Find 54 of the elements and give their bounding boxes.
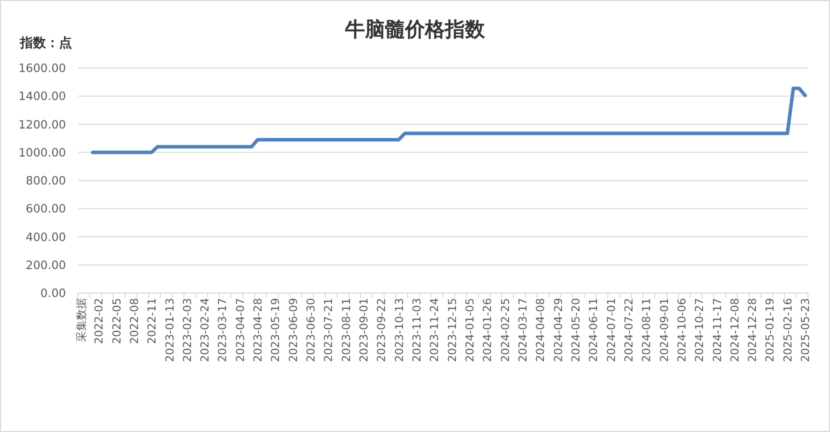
x-tick-label: 2023-11-24 <box>428 298 442 362</box>
x-tick-label: 2022-08 <box>128 298 141 344</box>
x-tick-label: 2023-08-11 <box>340 298 353 362</box>
x-tick-label: 2024-06-11 <box>587 298 600 362</box>
x-tick-label: 2023-05-19 <box>269 298 282 362</box>
y-tick-label: 400.00 <box>26 230 66 244</box>
x-tick-label: 2022-05 <box>110 298 124 344</box>
x-tick-label: 2022-02 <box>92 298 106 344</box>
x-tick-label: 2023-07-21 <box>322 298 336 362</box>
x-tick-label: 2024-12-28 <box>746 298 760 362</box>
y-tick-label: 1600.00 <box>18 61 66 75</box>
chart-title: 牛脑髓价格指数 <box>344 17 486 41</box>
x-tick-label: 2023-09-01 <box>358 298 371 362</box>
x-tick-label: 2024-07-22 <box>622 298 636 362</box>
y-tick-label: 1200.00 <box>18 117 66 132</box>
x-tick-label: 2023-03-17 <box>216 298 230 362</box>
x-tick-label: 2024-05-20 <box>569 298 582 362</box>
x-tick-label: 2024-02-25 <box>498 298 512 362</box>
x-tick-label: 2025-05-23 <box>799 298 812 362</box>
y-tick-label: 0.00 <box>40 286 66 300</box>
x-tick-label: 2023-02-24 <box>198 298 212 362</box>
x-tick-label: 2023-04-07 <box>234 298 247 362</box>
x-tick-label: 2024-03-17 <box>516 298 530 362</box>
x-tick-label: 2024-01-05 <box>463 298 476 362</box>
y-tick-label: 800.00 <box>26 174 66 188</box>
x-tick-label: 2023-09-22 <box>375 298 388 362</box>
x-tick-label: 2024-09-01 <box>658 298 671 362</box>
x-tick-label: 2024-12-08 <box>728 298 742 362</box>
x-tick-label: 2023-06-09 <box>286 298 300 362</box>
x-tick-label: 2023-11-03 <box>410 298 424 362</box>
line-series <box>90 86 807 154</box>
y-tick-label: 1400.00 <box>18 89 66 104</box>
x-tick-label: 2024-08-11 <box>640 298 654 362</box>
x-tick-label: 2022-11 <box>146 298 159 344</box>
x-tick-label: 2024-10-06 <box>675 298 688 362</box>
x-tick-label: 2023-04-28 <box>252 298 265 362</box>
x-tick-label: 2024-07-01 <box>604 298 618 362</box>
x-tick-label: 2024-04-08 <box>534 298 548 362</box>
x-tick-label: 2024-10-27 <box>693 298 706 362</box>
x-tick-label: 2024-11-17 <box>710 298 724 362</box>
x-tick-label: 2023-10-13 <box>392 298 406 362</box>
y-tick-label: 200.00 <box>26 258 66 272</box>
x-tick-label: 2023-02-03 <box>180 298 194 362</box>
x-tick-label: 2023-01-13 <box>163 298 176 362</box>
x-tick-label: 2024-01-26 <box>481 298 494 362</box>
x-tick-label: 2024-04-29 <box>552 298 565 362</box>
y-tick-label: 600.00 <box>26 202 66 216</box>
x-tick-label: 采集数据 <box>74 298 88 342</box>
x-tick-label: 2025-02-16 <box>781 298 794 362</box>
x-tick-label: 2023-06-30 <box>304 298 318 362</box>
y-tick-label: 1000.00 <box>18 145 66 160</box>
x-tick-label: 2023-12-15 <box>446 298 459 362</box>
x-tick-label: 2025-01-19 <box>764 298 777 362</box>
y-axis-title: 指数：点 <box>19 35 72 51</box>
